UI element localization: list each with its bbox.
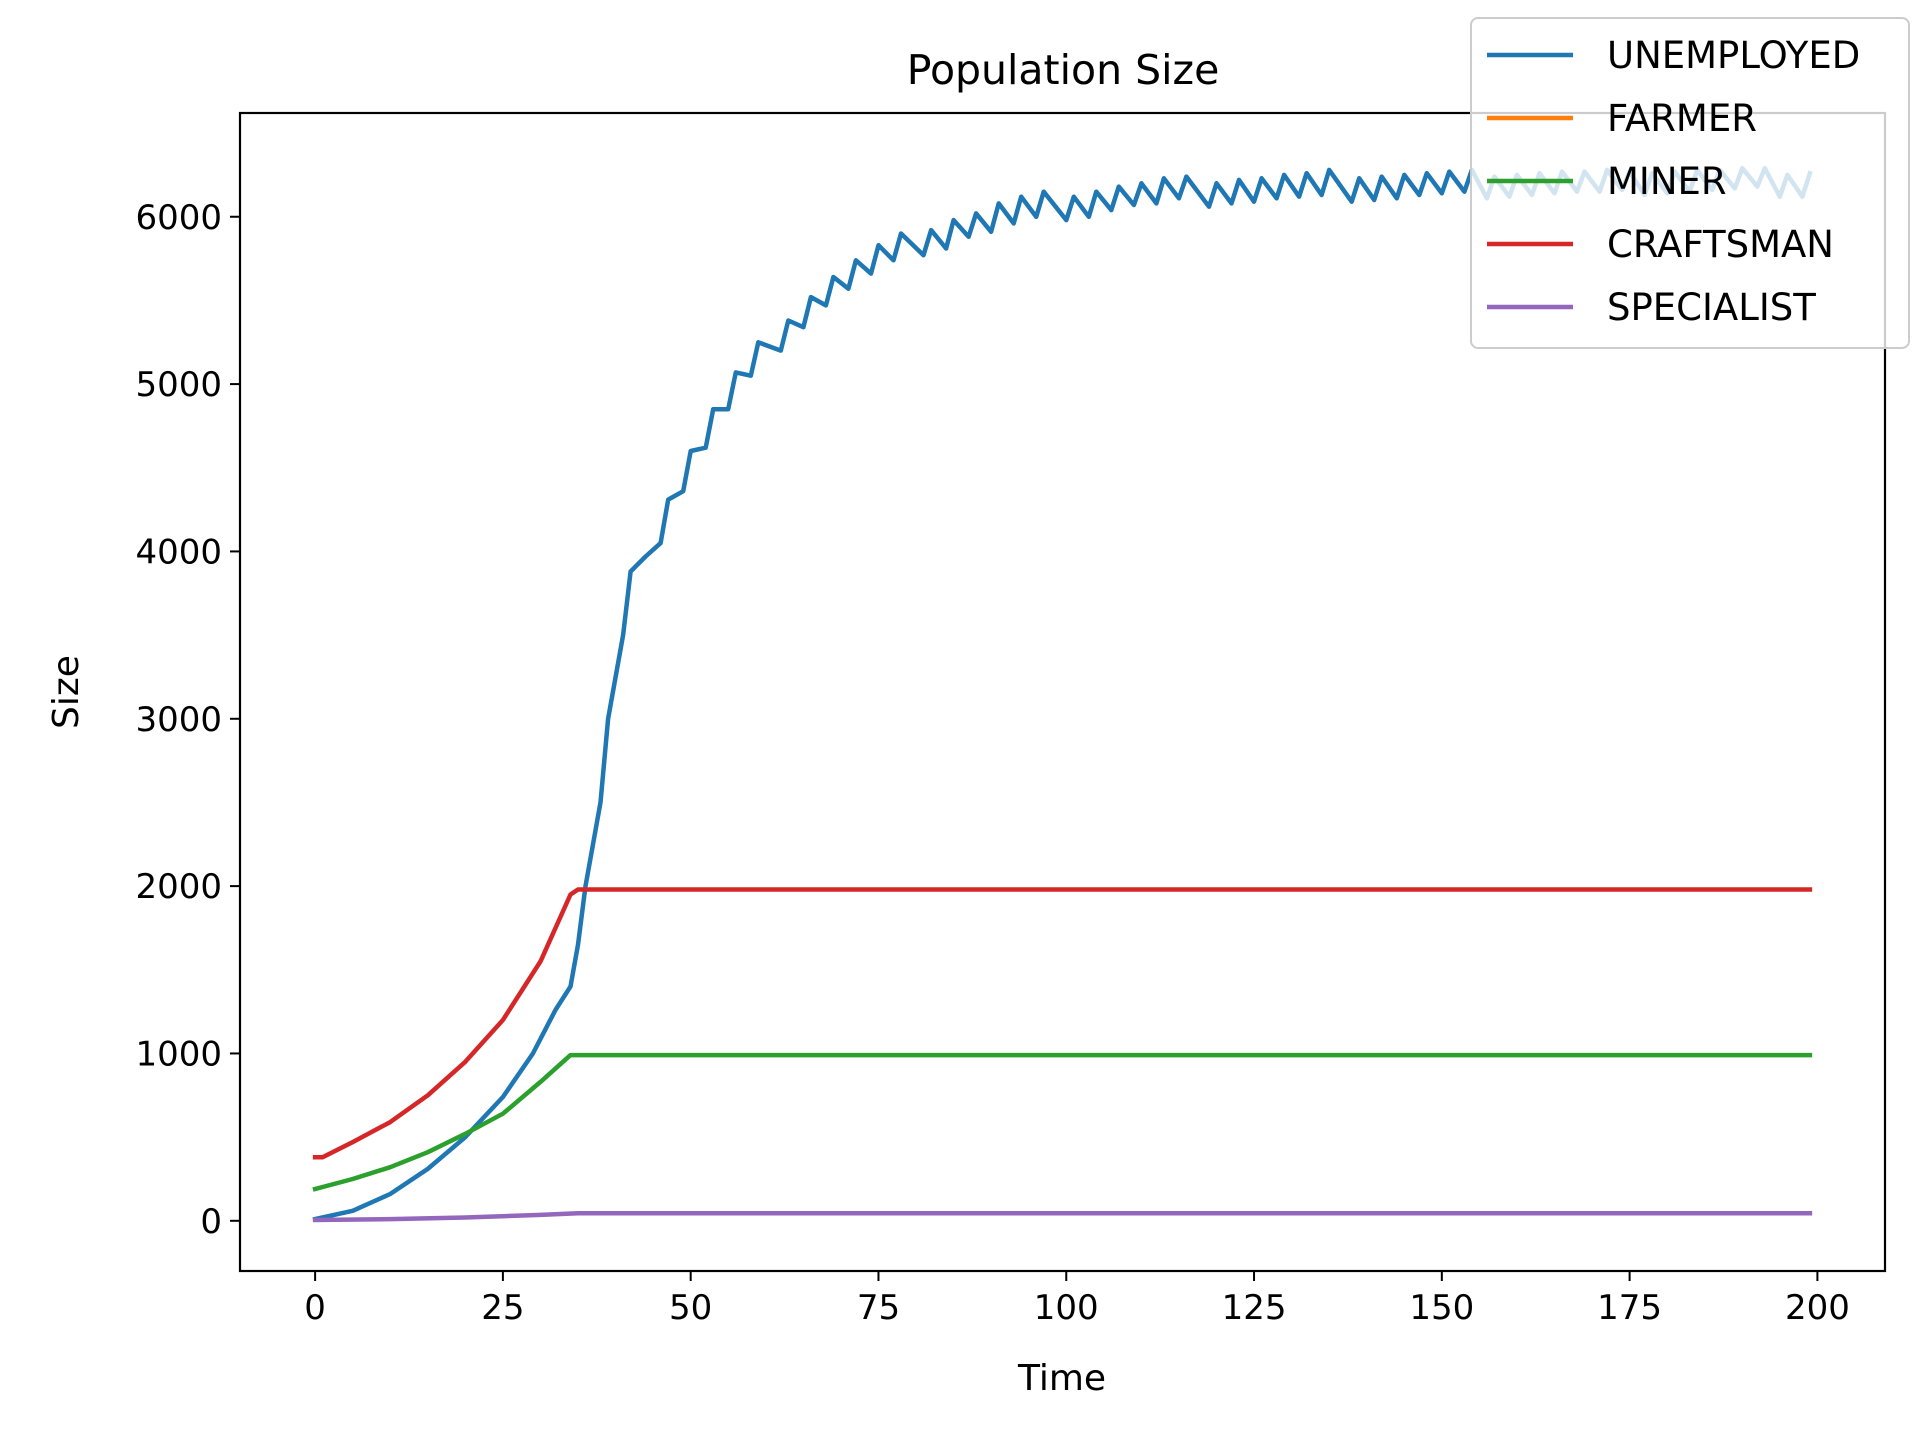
y-tick-label: 3000	[135, 700, 222, 740]
legend-entry-craftsman: CRAFTSMAN	[1487, 223, 1834, 266]
legend: UNEMPLOYED FARMER MINER CRAFTSMAN SPECIALIST	[1470, 17, 1910, 349]
y-axis-label: Size	[46, 655, 87, 729]
y-axis: 0 1000 2000 3000 4000 5000 6000	[135, 198, 240, 1242]
legend-box	[1470, 17, 1910, 349]
legend-label: UNEMPLOYED	[1607, 34, 1860, 77]
legend-label: SPECIALIST	[1607, 286, 1816, 329]
series-line-specialist	[312, 1211, 1813, 1223]
y-tick-label: 5000	[135, 365, 222, 405]
x-tick-label: 200	[1785, 1288, 1850, 1328]
y-tick-label: 1000	[135, 1034, 222, 1074]
x-tick-label: 25	[481, 1288, 524, 1328]
legend-label: MINER	[1607, 160, 1727, 203]
x-tick-label: 100	[1034, 1288, 1099, 1328]
x-axis: 0 25 50 75 100 125 150 175 200	[304, 1271, 1850, 1328]
series-line-miner	[312, 1052, 1813, 1192]
x-tick-label: 50	[669, 1288, 712, 1328]
x-axis-label: Time	[1017, 1358, 1106, 1399]
series-line-craftsman	[312, 887, 1813, 1160]
y-tick-label: 0	[200, 1202, 222, 1242]
x-tick-label: 125	[1222, 1288, 1287, 1328]
x-tick-label: 75	[857, 1288, 900, 1328]
legend-entry-specialist: SPECIALIST	[1487, 286, 1816, 329]
legend-entry-unemployed: UNEMPLOYED	[1487, 34, 1860, 77]
y-tick-label: 4000	[135, 532, 222, 572]
legend-label: CRAFTSMAN	[1607, 223, 1834, 266]
x-tick-label: 150	[1409, 1288, 1474, 1328]
y-tick-label: 2000	[135, 867, 222, 907]
x-tick-label: 175	[1597, 1288, 1662, 1328]
axes-frame	[238, 111, 1887, 1273]
legend-entry-miner: MINER	[1487, 160, 1727, 203]
chart-title: Population Size	[907, 46, 1220, 94]
y-tick-label: 6000	[135, 198, 222, 238]
legend-label: FARMER	[1607, 97, 1757, 140]
legend-entry-farmer: FARMER	[1487, 97, 1757, 140]
x-tick-label: 0	[304, 1288, 326, 1328]
